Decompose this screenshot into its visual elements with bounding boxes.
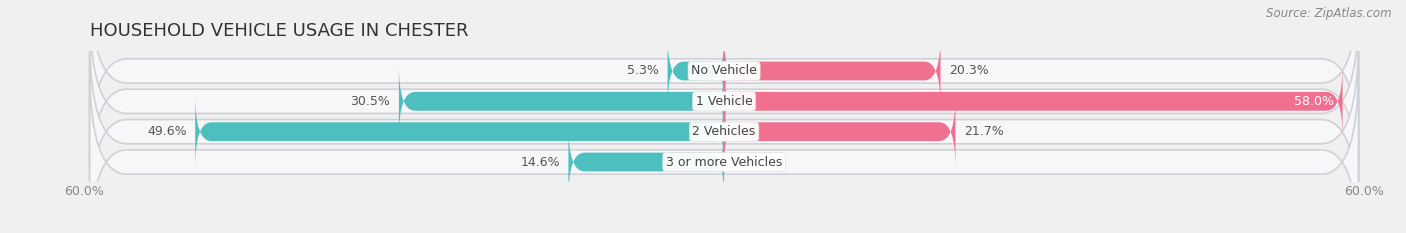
FancyBboxPatch shape: [724, 35, 941, 107]
FancyBboxPatch shape: [668, 35, 724, 107]
FancyBboxPatch shape: [195, 96, 724, 168]
FancyBboxPatch shape: [90, 0, 1358, 165]
FancyBboxPatch shape: [399, 65, 724, 137]
FancyBboxPatch shape: [90, 7, 1358, 195]
Text: Source: ZipAtlas.com: Source: ZipAtlas.com: [1267, 7, 1392, 20]
FancyBboxPatch shape: [724, 96, 956, 168]
FancyBboxPatch shape: [724, 65, 1343, 137]
FancyBboxPatch shape: [90, 38, 1358, 226]
Text: 0.0%: 0.0%: [733, 155, 765, 168]
Text: 30.5%: 30.5%: [350, 95, 391, 108]
Text: 49.6%: 49.6%: [148, 125, 187, 138]
Text: 21.7%: 21.7%: [965, 125, 1004, 138]
Text: 14.6%: 14.6%: [520, 155, 560, 168]
Text: 1 Vehicle: 1 Vehicle: [696, 95, 752, 108]
FancyBboxPatch shape: [568, 126, 724, 198]
FancyBboxPatch shape: [90, 68, 1358, 233]
Text: 3 or more Vehicles: 3 or more Vehicles: [666, 155, 782, 168]
Text: HOUSEHOLD VEHICLE USAGE IN CHESTER: HOUSEHOLD VEHICLE USAGE IN CHESTER: [90, 22, 468, 40]
Text: 20.3%: 20.3%: [949, 65, 988, 78]
Text: No Vehicle: No Vehicle: [692, 65, 756, 78]
Text: 58.0%: 58.0%: [1294, 95, 1334, 108]
Text: 5.3%: 5.3%: [627, 65, 659, 78]
Text: 2 Vehicles: 2 Vehicles: [693, 125, 755, 138]
